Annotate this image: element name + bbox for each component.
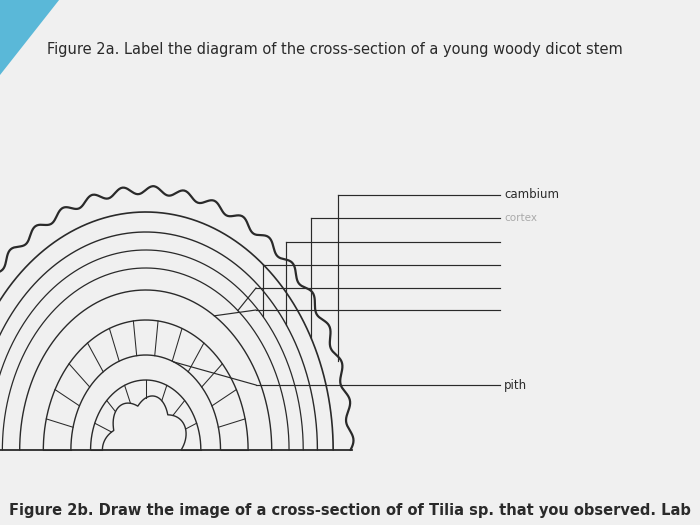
- Polygon shape: [0, 0, 59, 75]
- Text: cortex: cortex: [504, 213, 537, 223]
- Text: pith: pith: [504, 379, 527, 392]
- Text: Figure 2a. Label the diagram of the cross-section of a young woody dicot stem: Figure 2a. Label the diagram of the cros…: [48, 42, 623, 57]
- Text: Figure 2b. Draw the image of a cross-section of of Tilia sp. that you observed. : Figure 2b. Draw the image of a cross-sec…: [10, 503, 692, 518]
- Text: cambium: cambium: [504, 188, 559, 202]
